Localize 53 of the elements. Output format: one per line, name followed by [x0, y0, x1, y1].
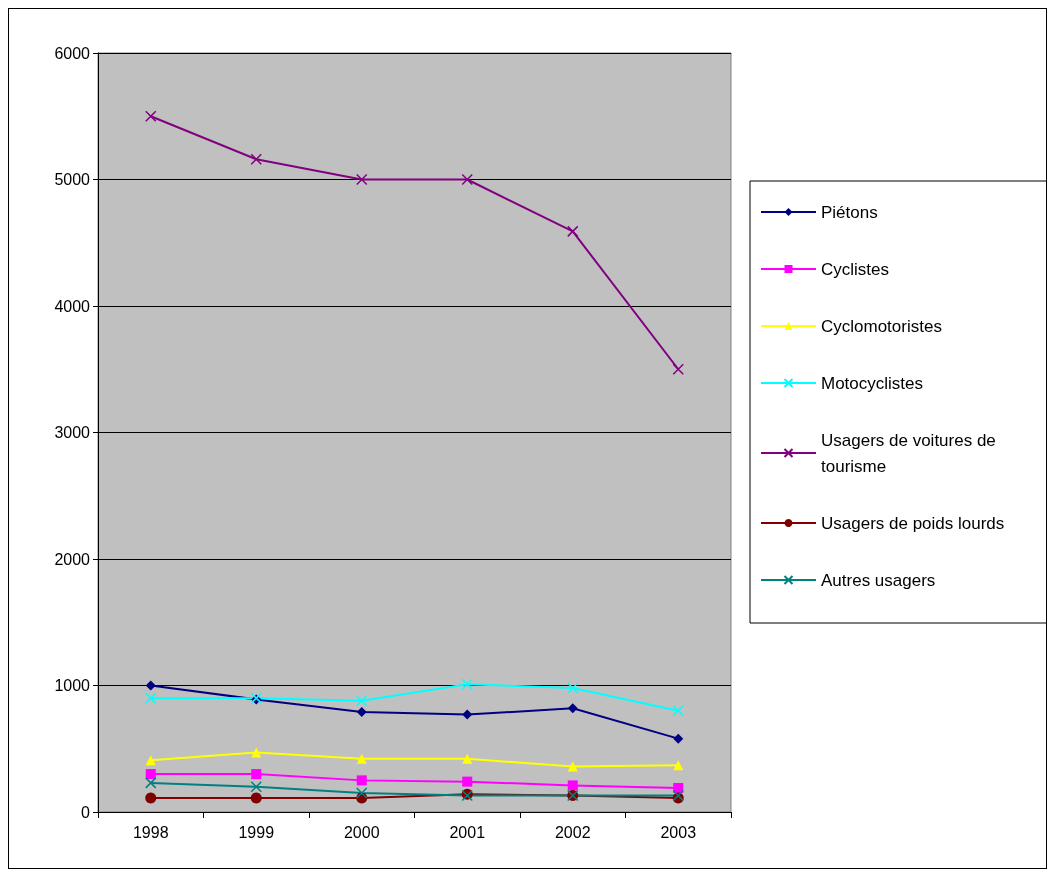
legend-label: Usagers de voitures de tourisme	[821, 430, 1001, 476]
y-tick-label: 0	[81, 803, 91, 821]
point	[673, 760, 684, 771]
point	[145, 792, 157, 804]
legend-label: Cyclistes	[821, 259, 890, 279]
point	[250, 780, 262, 793]
y-tick-label: 6000	[54, 44, 91, 62]
point	[673, 733, 684, 744]
point	[356, 707, 367, 718]
x-tick-label: 2003	[660, 823, 697, 841]
x-tick-label: 1998	[132, 823, 169, 841]
point	[462, 709, 473, 720]
point	[567, 703, 578, 714]
y-tick-label: 5000	[54, 171, 91, 188]
point	[356, 753, 367, 764]
point	[251, 747, 262, 758]
legend-label: Usagers de poids lourds	[821, 513, 1005, 533]
point	[145, 692, 157, 704]
point	[145, 110, 157, 122]
point	[672, 705, 684, 717]
legend-label: Piétons	[821, 202, 878, 222]
y-tick-label: 3000	[54, 424, 91, 441]
y-tick-label: 4000	[54, 297, 91, 315]
point	[250, 792, 262, 804]
point	[250, 153, 262, 166]
point	[567, 682, 579, 694]
point	[145, 755, 156, 766]
point	[356, 694, 368, 707]
point	[567, 761, 578, 772]
point	[461, 173, 473, 186]
point	[356, 173, 368, 186]
point	[673, 782, 684, 793]
point	[145, 680, 156, 691]
point	[567, 225, 579, 238]
x-tick-label: 2002	[554, 823, 591, 841]
x-tick-label: 2000	[343, 823, 380, 841]
point	[567, 780, 578, 791]
point	[672, 363, 684, 375]
legend-label: Motocyclistes	[821, 373, 924, 393]
x-tick-label: 1999	[238, 823, 275, 841]
point	[356, 775, 367, 786]
y-tick-label: 1000	[54, 677, 91, 694]
point	[145, 769, 156, 780]
y-tick-label: 2000	[54, 550, 91, 568]
legend-label: Autres usagers	[821, 570, 936, 590]
point	[462, 776, 473, 787]
point	[356, 787, 368, 799]
legend-label: Cyclomotoristes	[821, 316, 942, 336]
point	[462, 753, 473, 764]
x-tick-label: 2001	[449, 823, 486, 841]
point	[145, 777, 157, 789]
point	[251, 769, 262, 780]
point	[461, 678, 473, 690]
